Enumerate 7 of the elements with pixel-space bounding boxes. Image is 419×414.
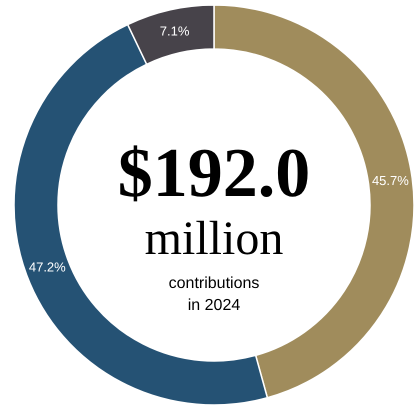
data-label: 7.1% (160, 23, 190, 38)
data-label: 47.2% (28, 259, 66, 274)
text: in 2024 (188, 297, 240, 314)
text: million (144, 212, 284, 265)
data-label: 45.7% (372, 173, 410, 188)
text: $192.0 (118, 135, 310, 212)
text: contributions (168, 275, 260, 292)
